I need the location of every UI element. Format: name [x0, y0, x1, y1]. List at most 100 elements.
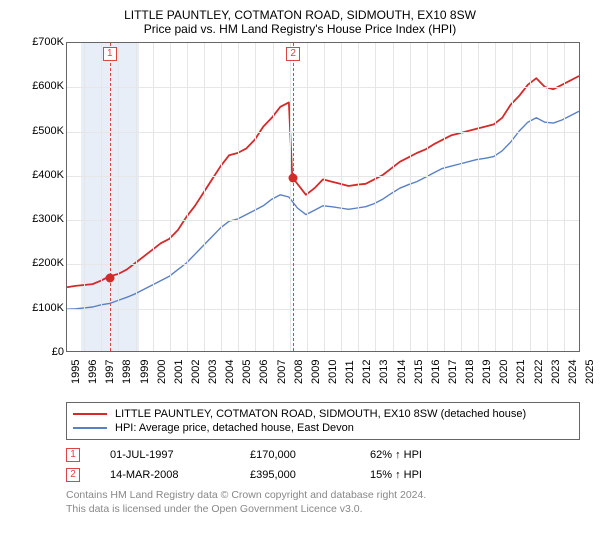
y-gridline: [67, 264, 579, 265]
x-gridline: [118, 43, 119, 351]
transaction-delta: 62% ↑ HPI: [370, 449, 422, 461]
x-tick-label: 1996: [87, 360, 99, 384]
x-gridline: [427, 43, 428, 351]
y-tick-label: £100K: [20, 302, 64, 314]
y-gridline: [67, 87, 579, 88]
transaction-marker: 2: [66, 468, 80, 482]
y-tick-label: £700K: [20, 36, 64, 48]
x-tick-label: 2009: [310, 360, 322, 384]
x-gridline: [204, 43, 205, 351]
y-tick-label: £400K: [20, 169, 64, 181]
x-tick-label: 2015: [413, 360, 425, 384]
chart-subtitle: Price paid vs. HM Land Registry's House …: [10, 22, 590, 36]
transaction-marker: 1: [66, 448, 80, 462]
transaction-date: 14-MAR-2008: [110, 469, 220, 481]
x-tick-label: 2016: [430, 360, 442, 384]
y-gridline: [67, 220, 579, 221]
x-tick-label: 2024: [567, 360, 579, 384]
legend-item: LITTLE PAUNTLEY, COTMATON ROAD, SIDMOUTH…: [73, 407, 573, 421]
x-gridline: [341, 43, 342, 351]
chart-title: LITTLE PAUNTLEY, COTMATON ROAD, SIDMOUTH…: [10, 8, 590, 22]
x-tick-label: 2008: [293, 360, 305, 384]
x-tick-label: 2005: [241, 360, 253, 384]
marker-dot: [105, 273, 114, 282]
x-gridline: [84, 43, 85, 351]
transaction-date: 01-JUL-1997: [110, 449, 220, 461]
x-gridline: [170, 43, 171, 351]
legend-swatch: [73, 413, 107, 415]
x-gridline: [290, 43, 291, 351]
x-tick-label: 2022: [533, 360, 545, 384]
x-gridline: [410, 43, 411, 351]
x-tick-label: 2019: [481, 360, 493, 384]
x-tick-label: 1997: [104, 360, 116, 384]
series-hpi: [67, 111, 579, 309]
x-tick-label: 2020: [498, 360, 510, 384]
y-tick-label: £200K: [20, 257, 64, 269]
series-price_paid: [67, 76, 579, 287]
x-tick-label: 2004: [224, 360, 236, 384]
x-gridline: [375, 43, 376, 351]
x-gridline: [444, 43, 445, 351]
y-tick-label: £0: [20, 346, 64, 358]
plot-region: 12: [66, 42, 580, 352]
y-tick-label: £500K: [20, 125, 64, 137]
x-gridline: [495, 43, 496, 351]
y-gridline: [67, 309, 579, 310]
marker-callout: 1: [103, 47, 117, 61]
x-gridline: [255, 43, 256, 351]
transaction-row: 2 14-MAR-2008 £395,000 15% ↑ HPI: [66, 468, 590, 482]
marker-callout: 2: [286, 47, 300, 61]
legend-label: LITTLE PAUNTLEY, COTMATON ROAD, SIDMOUTH…: [115, 408, 526, 420]
x-gridline: [564, 43, 565, 351]
x-tick-label: 2012: [361, 360, 373, 384]
x-tick-label: 2010: [327, 360, 339, 384]
x-tick-label: 2006: [258, 360, 270, 384]
transaction-price: £170,000: [250, 449, 340, 461]
x-tick-label: 2021: [515, 360, 527, 384]
y-tick-label: £600K: [20, 80, 64, 92]
x-tick-label: 2013: [378, 360, 390, 384]
x-tick-label: 2014: [396, 360, 408, 384]
attribution-line: This data is licensed under the Open Gov…: [66, 502, 590, 516]
x-tick-label: 2003: [207, 360, 219, 384]
legend-swatch: [73, 427, 107, 429]
x-tick-label: 1998: [121, 360, 133, 384]
x-gridline: [530, 43, 531, 351]
attribution-line: Contains HM Land Registry data © Crown c…: [66, 488, 590, 502]
x-tick-label: 2007: [276, 360, 288, 384]
y-gridline: [67, 132, 579, 133]
transaction-row: 1 01-JUL-1997 £170,000 62% ↑ HPI: [66, 448, 590, 462]
legend-item: HPI: Average price, detached house, East…: [73, 421, 573, 435]
x-tick-label: 2001: [173, 360, 185, 384]
x-gridline: [273, 43, 274, 351]
x-tick-label: 2025: [584, 360, 596, 384]
x-gridline: [478, 43, 479, 351]
x-gridline: [358, 43, 359, 351]
marker-dot: [289, 174, 298, 183]
transactions-table: 1 01-JUL-1997 £170,000 62% ↑ HPI 2 14-MAR-200…: [66, 448, 590, 482]
transaction-delta: 15% ↑ HPI: [370, 469, 422, 481]
legend: LITTLE PAUNTLEY, COTMATON ROAD, SIDMOUTH…: [66, 402, 580, 440]
x-gridline: [187, 43, 188, 351]
x-tick-label: 2017: [447, 360, 459, 384]
x-gridline: [547, 43, 548, 351]
x-gridline: [221, 43, 222, 351]
x-tick-label: 2011: [344, 360, 356, 384]
x-gridline: [153, 43, 154, 351]
transaction-price: £395,000: [250, 469, 340, 481]
x-tick-label: 2000: [156, 360, 168, 384]
x-gridline: [136, 43, 137, 351]
x-gridline: [324, 43, 325, 351]
x-tick-label: 1999: [139, 360, 151, 384]
legend-label: HPI: Average price, detached house, East…: [115, 422, 354, 434]
chart-area: 12 £0£100K£200K£300K£400K£500K£600K£700K…: [20, 42, 580, 396]
x-gridline: [238, 43, 239, 351]
x-tick-label: 2002: [190, 360, 202, 384]
x-gridline: [461, 43, 462, 351]
x-tick-label: 1995: [70, 360, 82, 384]
x-gridline: [512, 43, 513, 351]
x-tick-label: 2023: [550, 360, 562, 384]
y-tick-label: £300K: [20, 213, 64, 225]
chart-container: LITTLE PAUNTLEY, COTMATON ROAD, SIDMOUTH…: [0, 0, 600, 560]
